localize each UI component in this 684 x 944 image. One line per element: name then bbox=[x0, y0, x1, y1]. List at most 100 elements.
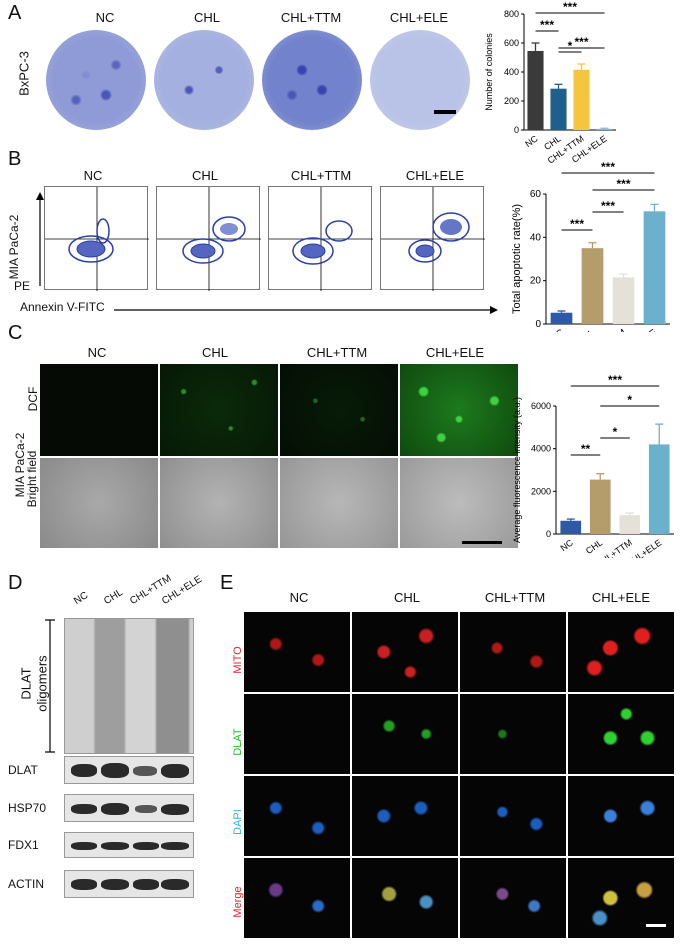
bar bbox=[596, 128, 613, 130]
d-bracket bbox=[45, 619, 55, 753]
significance-label: *** bbox=[570, 217, 584, 231]
x-category-label: CHL bbox=[584, 537, 604, 556]
y-tick-label: 600 bbox=[504, 38, 519, 48]
d-blot-dlat bbox=[64, 756, 194, 784]
bright-image-chl-ttm bbox=[280, 458, 398, 548]
c-row-bright-field: Bright field bbox=[25, 450, 39, 508]
x-category-label: NC bbox=[523, 133, 540, 149]
y-tick-label: 2000 bbox=[531, 486, 551, 496]
d-label-actin: ACTIN bbox=[8, 877, 44, 891]
e-dlat-chl-ttm bbox=[460, 694, 566, 774]
flow-plot-chl-ttm bbox=[268, 186, 373, 291]
y-tick-label: 400 bbox=[504, 67, 519, 77]
e-mito-chl bbox=[352, 612, 458, 692]
x-category-label: NC bbox=[559, 537, 576, 553]
e-dlat-chl bbox=[352, 694, 458, 774]
significance-label: *** bbox=[616, 177, 630, 191]
d-label-dlat: DLAT bbox=[8, 763, 38, 777]
a-col-chl-ttm: CHL+TTM bbox=[280, 10, 342, 25]
e-dlat-nc bbox=[244, 694, 350, 774]
d-label-hsp70: HSP70 bbox=[8, 801, 47, 815]
bar bbox=[550, 88, 567, 130]
d-col-chl: CHL bbox=[102, 587, 125, 607]
panel-label-c: C bbox=[8, 322, 23, 344]
e-merge-chl-ttm bbox=[460, 858, 566, 938]
colony-dish-chl bbox=[154, 30, 254, 130]
bar bbox=[589, 479, 611, 534]
significance-label: * bbox=[568, 39, 573, 53]
y-tick-label: 20 bbox=[530, 276, 542, 287]
dcf-image-chl-ttm bbox=[280, 364, 398, 456]
bar bbox=[612, 277, 635, 324]
significance-label: *** bbox=[601, 199, 615, 213]
e-dapi-chl-ele bbox=[568, 776, 674, 856]
e-dapi-nc bbox=[244, 776, 350, 856]
panel-label-a: A bbox=[8, 2, 22, 24]
x-category-label: NC bbox=[548, 327, 566, 332]
e-row-dapi: DAPI bbox=[232, 809, 244, 835]
bright-image-chl-ele bbox=[400, 458, 518, 548]
e-dapi-chl-ttm bbox=[460, 776, 566, 856]
bar bbox=[619, 515, 641, 534]
e-col-chl-ttm: CHL+TTM bbox=[484, 590, 546, 605]
significance-label: *** bbox=[540, 18, 554, 32]
dcf-image-chl-ele bbox=[400, 364, 518, 456]
b-col-chl-ttm: CHL+TTM bbox=[290, 168, 352, 183]
e-merge-chl bbox=[352, 858, 458, 938]
flow-plot-chl-ele bbox=[380, 186, 485, 291]
c-col-chl-ele: CHL+ELE bbox=[425, 345, 485, 360]
e-mito-nc bbox=[244, 612, 350, 692]
a-col-nc: NC bbox=[95, 10, 115, 25]
significance-label: ** bbox=[581, 442, 591, 456]
b-x-axis-label: Annexin V-FITC bbox=[20, 300, 105, 314]
c-col-chl-ttm: CHL+TTM bbox=[306, 345, 368, 360]
b-y-axis-label: PE bbox=[14, 279, 31, 293]
e-mito-chl-ele bbox=[568, 612, 674, 692]
a-col-chl-ele: CHL+ELE bbox=[389, 10, 449, 25]
y-tick-label: 800 bbox=[504, 9, 519, 19]
e-col-chl: CHL bbox=[393, 590, 420, 605]
dcf-image-chl bbox=[160, 364, 278, 456]
significance-label: *** bbox=[563, 0, 577, 14]
x-category-label: CHL bbox=[575, 327, 598, 332]
e-row-mito: MITO bbox=[232, 646, 244, 674]
a-col-chl: CHL bbox=[193, 10, 220, 25]
e-row-merge: Merge bbox=[232, 886, 244, 918]
colony-dish-chl-ttm bbox=[262, 30, 362, 130]
bright-image-nc bbox=[40, 458, 158, 548]
bar bbox=[648, 444, 670, 534]
e-merge-nc bbox=[244, 858, 350, 938]
e-row-dlat: DLAT bbox=[232, 728, 244, 756]
c-col-chl: CHL bbox=[201, 345, 228, 360]
d-oligomer-blot bbox=[64, 618, 194, 754]
y-tick-label: 40 bbox=[530, 232, 542, 243]
d-bracket-label-2: oligomers bbox=[34, 655, 50, 712]
flow-plot-nc bbox=[44, 186, 149, 291]
significance-label: *** bbox=[601, 162, 615, 174]
d-blot-hsp70 bbox=[64, 794, 194, 822]
chart-c: 0 2000 4000 6000 Average fluorescence intens… bbox=[512, 373, 674, 558]
bar bbox=[550, 312, 573, 324]
c-scale-bar bbox=[462, 541, 502, 544]
d-col-nc: NC bbox=[72, 590, 91, 607]
y-tick-label: 60 bbox=[530, 189, 542, 200]
y-tick-label: 0 bbox=[535, 319, 541, 330]
significance-label: * bbox=[613, 425, 618, 439]
colony-dish-chl-ele bbox=[370, 30, 470, 130]
e-mito-chl-ttm bbox=[460, 612, 566, 692]
bar bbox=[643, 211, 666, 324]
e-dlat-chl-ele bbox=[568, 694, 674, 774]
bar bbox=[560, 520, 582, 534]
y-tick-label: 0 bbox=[514, 125, 519, 135]
b-axis-arrows bbox=[36, 192, 498, 314]
d-blot-fdx1 bbox=[64, 832, 194, 858]
panel-label-d: D bbox=[8, 572, 23, 594]
bright-image-chl bbox=[160, 458, 278, 548]
y-tick-label: 200 bbox=[504, 96, 519, 106]
panel-label-b: B bbox=[8, 148, 22, 170]
d-blot-actin bbox=[64, 870, 194, 898]
y-axis-title: Average fluorescence intensity (a.u.) bbox=[512, 397, 522, 543]
y-axis-title: Total apoptotic rate(%) bbox=[511, 204, 523, 314]
